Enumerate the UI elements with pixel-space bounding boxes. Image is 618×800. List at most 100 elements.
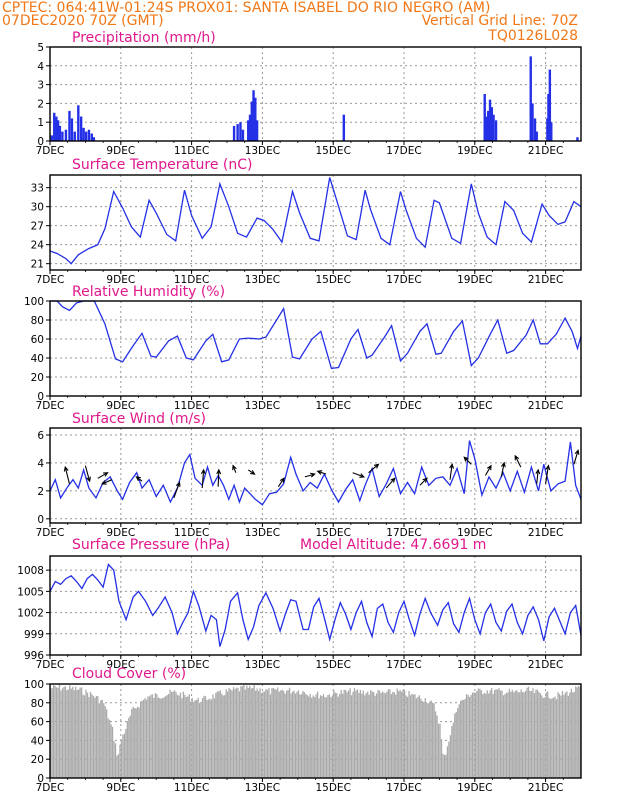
wind-vector [232, 464, 237, 473]
wind-xtick-label: 9DEC [106, 527, 135, 539]
precip-bar [61, 131, 64, 141]
pressure-ytick-label: 1002 [17, 608, 44, 620]
temperature-line [49, 177, 582, 265]
pressure-title: Surface Pressure (hPa) [72, 537, 230, 553]
cloud-bar [168, 694, 170, 778]
cloud-bar [569, 692, 571, 778]
wind-vector [84, 465, 91, 483]
cloud-bar [290, 693, 292, 778]
precip-bar [255, 120, 259, 141]
cloud-bar [221, 693, 223, 778]
cloud-bar [78, 689, 80, 778]
cloud-bar [283, 690, 285, 778]
cloud-bar [368, 694, 370, 778]
cloud-bar [550, 699, 552, 778]
cloud-bar [334, 692, 336, 778]
cloud-bar [483, 692, 485, 778]
temperature-ytick-label: 24 [31, 240, 45, 252]
cloud-bar [552, 697, 555, 778]
cloud-bar [454, 713, 456, 778]
precipitation-ytick-label: 0 [37, 136, 44, 148]
cloud-xtick-label: 13DEC [245, 782, 280, 794]
precipitation-ytick-label: 5 [37, 42, 44, 54]
cloud-xtick-label: 15DEC [315, 782, 350, 794]
cloud-bar [235, 687, 238, 778]
cloud-bar [271, 688, 273, 778]
cloud-bar [293, 690, 295, 778]
cloud-bar [179, 692, 182, 778]
cloud-bar [499, 690, 502, 778]
cloud-bar [463, 700, 465, 778]
pressure-ytick-label: 999 [24, 629, 44, 641]
cloud-bar [308, 696, 310, 778]
precip-bar [79, 116, 83, 141]
cloud-bar [333, 690, 335, 778]
cloud-bar [547, 691, 549, 778]
cloud-bar [373, 692, 375, 778]
cloud-bar [572, 692, 574, 778]
precipitation-ytick-label: 4 [37, 61, 44, 73]
cloud-bar [551, 698, 553, 778]
cloud-bar [128, 717, 130, 778]
cloud-bar [79, 687, 81, 778]
cloud-bar [55, 687, 58, 778]
cloud-bar [433, 703, 435, 778]
cloud-bar [362, 690, 364, 778]
precip-bar [533, 118, 537, 141]
cloud-bar [114, 743, 117, 778]
precip-bar [535, 131, 538, 141]
cloud-bar [567, 695, 569, 778]
cloud-bar [119, 744, 121, 778]
cloud-bar [70, 688, 72, 778]
cloud-bar [387, 689, 390, 778]
cloud-bar [284, 693, 286, 778]
precipitation-xtick-label: 15DEC [315, 145, 350, 157]
cloud-bar [237, 687, 239, 778]
cloud-bar [89, 691, 92, 778]
cloud-bar [349, 688, 351, 778]
cloud-bar [64, 686, 67, 778]
cloud-bar [464, 698, 466, 778]
precip-bar [92, 137, 96, 141]
pressure-ytick-label: 996 [24, 650, 44, 662]
cloud-bar [423, 701, 425, 778]
cloud-bar [129, 715, 131, 778]
cloud-bar [300, 694, 303, 778]
cloud-ytick-label: 0 [37, 773, 44, 785]
cloud-bar [97, 696, 99, 778]
pressure-ytick-label: 1008 [17, 565, 44, 577]
cloud-bar [576, 687, 578, 778]
cloud-bar [511, 689, 513, 778]
humidity-xtick-label: 11DEC [174, 400, 209, 412]
cloud-bar [206, 699, 208, 778]
wind-vector [135, 476, 143, 482]
cloud-bar [82, 694, 84, 778]
cloud-bar [117, 754, 120, 778]
cloud-bar [120, 740, 123, 778]
cloud-bar [123, 733, 126, 778]
cloud-bar [409, 695, 412, 778]
cloud-bar [404, 690, 406, 778]
cloud-ytick-label: 100 [24, 679, 44, 691]
cloud-bar [147, 696, 149, 778]
cloud-bar [429, 701, 431, 778]
cloud-bar [148, 696, 151, 778]
cloud-bar [358, 692, 360, 778]
precip-bar [548, 69, 552, 141]
cloud-xtick-label: 9DEC [106, 782, 135, 794]
cloud-bar [342, 693, 344, 778]
wind-vector [352, 472, 366, 478]
cloud-bar [452, 722, 454, 778]
cloud-xtick-label: 19DEC [457, 782, 492, 794]
cloud-bar [218, 691, 220, 778]
precip-bar [84, 131, 88, 141]
cloud-bar [104, 706, 106, 778]
precip-bar [247, 120, 250, 141]
precip-bar [494, 120, 498, 141]
cloud-bar [513, 692, 515, 778]
wind-vector [449, 463, 455, 480]
cloud-bar [309, 694, 311, 778]
cloud-bar [54, 685, 56, 778]
cloud-bar [412, 694, 415, 778]
